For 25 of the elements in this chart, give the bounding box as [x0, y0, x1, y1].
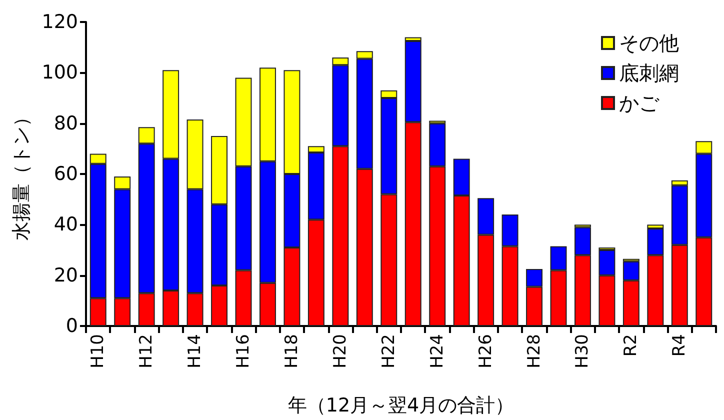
legend-label: 底刺網: [619, 61, 679, 85]
y-tick-label: 60: [54, 163, 78, 185]
x-tick-label: H26: [476, 334, 496, 368]
x-tick-label: H18: [282, 334, 302, 368]
legend-label: かご: [619, 91, 660, 115]
y-tick-label: 0: [66, 315, 78, 337]
y-tick-label: 40: [54, 214, 78, 236]
x-tick-label: R4: [670, 334, 690, 357]
x-tick-label: H28: [524, 334, 544, 368]
y-axis-title: 水揚量（トン）: [10, 108, 32, 240]
y-tick-label: 100: [42, 62, 78, 84]
legend-label: その他: [619, 31, 679, 55]
x-axis-title: 年（12月～翌4月の合計）: [288, 394, 514, 416]
x-tick-label: H16: [234, 334, 254, 368]
y-tick-label: 120: [42, 11, 78, 33]
x-tick-label: H30: [572, 334, 593, 368]
x-tick-label: H22: [378, 334, 399, 368]
x-tick-label: H24: [427, 334, 448, 368]
x-tick-label: H12: [136, 334, 157, 368]
x-tick-label: R2: [621, 334, 642, 357]
y-tick-label: 80: [54, 112, 78, 134]
y-tick-label: 20: [54, 264, 78, 286]
x-tick-label: H10: [88, 334, 108, 368]
x-tick-label: H14: [185, 334, 206, 368]
x-tick-label: H20: [330, 334, 350, 368]
